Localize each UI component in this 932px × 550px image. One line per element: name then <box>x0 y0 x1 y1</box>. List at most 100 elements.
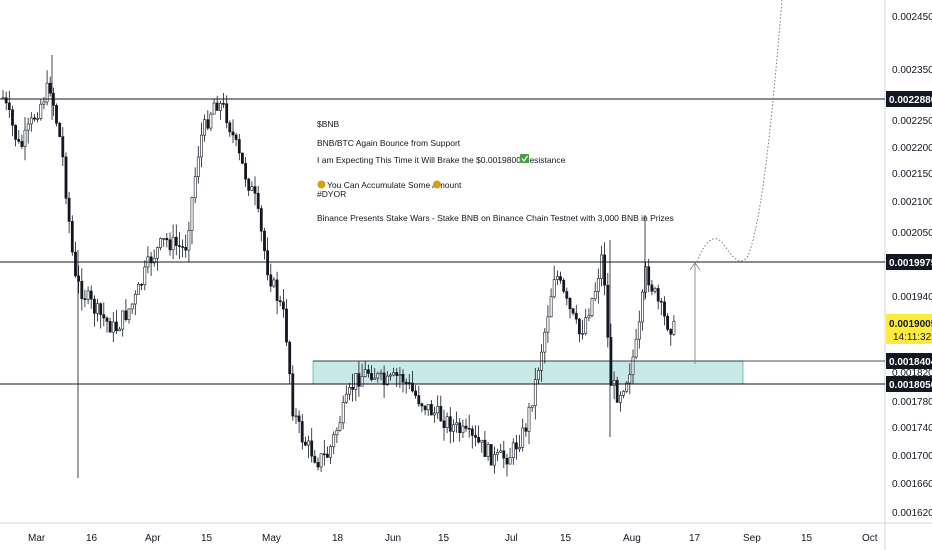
candle-body <box>29 117 33 125</box>
level-tag-upper[interactable]: 0.0022880 <box>886 91 932 107</box>
candle-body <box>521 427 525 448</box>
x-tick: 15 <box>438 533 450 544</box>
candle-body <box>533 379 537 407</box>
candle-body <box>505 457 509 465</box>
candle-body <box>363 369 367 377</box>
time-axis[interactable]: Mar 16 Apr 15 May 18 Jun 15 Jul 15 Aug 1… <box>28 533 878 544</box>
candle-body <box>215 102 219 111</box>
candle-body <box>294 415 298 418</box>
candle-body <box>451 424 455 432</box>
candle-body <box>93 298 96 314</box>
candle-body <box>165 238 169 241</box>
candle-body <box>86 290 90 300</box>
candle-body <box>266 250 270 276</box>
candle-body <box>319 453 323 468</box>
candle-body <box>546 316 550 333</box>
candle-body <box>89 290 93 300</box>
check-mark <box>521 155 528 163</box>
candle-body <box>99 303 103 315</box>
candle-body <box>70 221 74 253</box>
current-price-value: 0.0019005 <box>889 319 932 330</box>
level-tag-support[interactable]: 0.0018050 <box>886 376 932 392</box>
candle-body <box>388 374 392 377</box>
candle-body <box>297 415 301 422</box>
candle-body <box>196 156 200 177</box>
annotation-block[interactable]: $BNB BNB/BTC Again Bounce from Support I… <box>317 119 674 223</box>
candle-body <box>344 393 348 403</box>
money-bag-icon <box>317 180 326 189</box>
candle-body <box>325 453 329 458</box>
candle-body <box>171 236 175 251</box>
level-tag-resistance[interactable]: 0.0019975 <box>886 254 932 270</box>
candle-body <box>470 428 474 436</box>
candle-body <box>329 446 333 458</box>
candle-body <box>644 266 648 293</box>
candle-body <box>401 373 405 383</box>
current-price-tag[interactable]: 0.0019005 14:11:32 <box>886 314 932 344</box>
candle-body <box>80 280 84 299</box>
candle-body <box>20 141 24 147</box>
x-tick: 17 <box>689 533 701 544</box>
x-tick: Jun <box>385 533 401 544</box>
candle-body <box>285 308 288 343</box>
candle-body <box>527 406 531 432</box>
projection-path[interactable] <box>696 0 783 263</box>
candle-body <box>143 266 147 286</box>
candle-body <box>581 332 585 335</box>
candle-body <box>322 453 326 456</box>
candle-body <box>650 284 654 292</box>
candle-body <box>445 416 449 429</box>
candle-body <box>124 310 128 320</box>
candle-body <box>83 298 87 300</box>
candle-body <box>133 293 137 305</box>
candle-body <box>212 102 216 115</box>
candle-body <box>518 447 522 450</box>
candle-body <box>348 386 351 395</box>
candle-body <box>354 373 358 390</box>
money-bag-icon-2 <box>433 180 441 189</box>
candle-body <box>448 416 452 432</box>
candle-body <box>341 402 345 424</box>
annotation-line-4: You Can Accumulate Some Amount <box>327 180 462 190</box>
level-tag-zone-top[interactable]: 0.0018404 <box>886 353 932 369</box>
candle-body <box>203 119 207 136</box>
candle-body <box>181 246 185 248</box>
candle-body <box>357 373 361 387</box>
candle-body <box>663 301 666 317</box>
candle-body <box>127 308 131 320</box>
candle-body <box>228 122 232 133</box>
x-tick: 18 <box>332 533 344 544</box>
candle-body <box>39 103 43 119</box>
candle-body <box>288 341 292 375</box>
projection-arrow-head <box>689 262 701 271</box>
candle-body <box>61 136 65 158</box>
candle-body <box>423 405 427 411</box>
candle-body <box>256 193 260 209</box>
candle-body <box>574 312 578 320</box>
candle-body <box>373 377 377 381</box>
candle-body <box>628 374 632 384</box>
candle-body <box>222 103 225 105</box>
candle-body <box>625 382 629 392</box>
candle-body <box>672 320 676 335</box>
candle-body <box>140 283 144 286</box>
candle-body <box>174 236 178 246</box>
candle-body <box>634 338 638 358</box>
candle-body <box>379 372 383 375</box>
candle-body <box>244 163 248 180</box>
candle-body <box>108 321 112 333</box>
candle-body <box>33 117 36 120</box>
candle-body <box>420 403 424 407</box>
candle-body <box>612 380 616 386</box>
candle-body <box>184 247 188 251</box>
candle-body <box>555 276 559 280</box>
candle-body <box>105 317 109 322</box>
